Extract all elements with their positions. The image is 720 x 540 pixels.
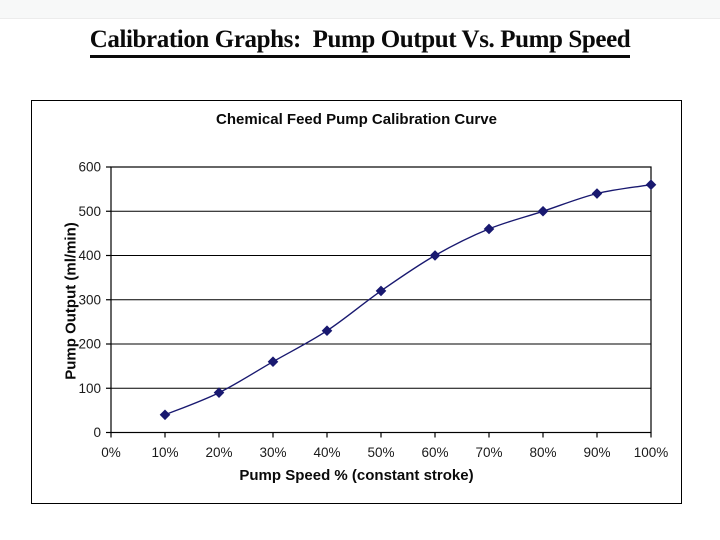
data-point-marker (483, 223, 495, 235)
y-tick-label: 100 (78, 381, 101, 396)
window-top-strip (0, 0, 720, 19)
data-point-marker (537, 205, 549, 217)
x-axis-title: Pump Speed % (constant stroke) (239, 467, 474, 484)
x-tick-label: 90% (583, 445, 610, 460)
series-line (164, 184, 652, 416)
x-tick-label: 80% (529, 445, 556, 460)
y-tick-label: 300 (78, 292, 101, 307)
calibration-line-chart: 0 100 200 300 400 500 600 0% 10% 20% 30% 40% 50% 60% 7… (78, 160, 669, 461)
data-point-marker (267, 356, 279, 368)
x-tick-label: 0% (101, 445, 121, 460)
data-point-marker (375, 285, 387, 297)
y-tick-label: 400 (78, 248, 101, 263)
x-tick-label: 60% (421, 445, 448, 460)
data-point-marker (591, 188, 603, 199)
x-tick-label: 50% (367, 445, 394, 460)
data-point-marker (645, 179, 657, 191)
y-tick-label: 500 (78, 204, 101, 219)
x-tick-label: 100% (634, 445, 669, 460)
data-point-marker (429, 250, 441, 261)
x-tick-label: 10% (151, 445, 178, 460)
header: Calibration Graphs: Pump Output Vs. Pump… (0, 26, 720, 58)
y-tick-label: 200 (78, 337, 101, 352)
data-point-marker (321, 325, 333, 337)
y-tick-label: 600 (78, 160, 101, 175)
y-tick-label: 0 (93, 425, 101, 440)
chart-title: Chemical Feed Pump Calibration Curve (216, 111, 497, 128)
x-tick-label: 20% (205, 445, 232, 460)
page-title: Calibration Graphs: Pump Output Vs. Pump… (89, 26, 631, 58)
x-tick-label: 40% (313, 445, 340, 460)
x-tick-label: 30% (259, 445, 286, 460)
data-point-marker (213, 387, 225, 398)
x-tick-label: 70% (475, 445, 502, 460)
chart-frame: Chemical Feed Pump Calibration Curve Pum… (31, 100, 682, 504)
data-point-marker (159, 409, 171, 421)
